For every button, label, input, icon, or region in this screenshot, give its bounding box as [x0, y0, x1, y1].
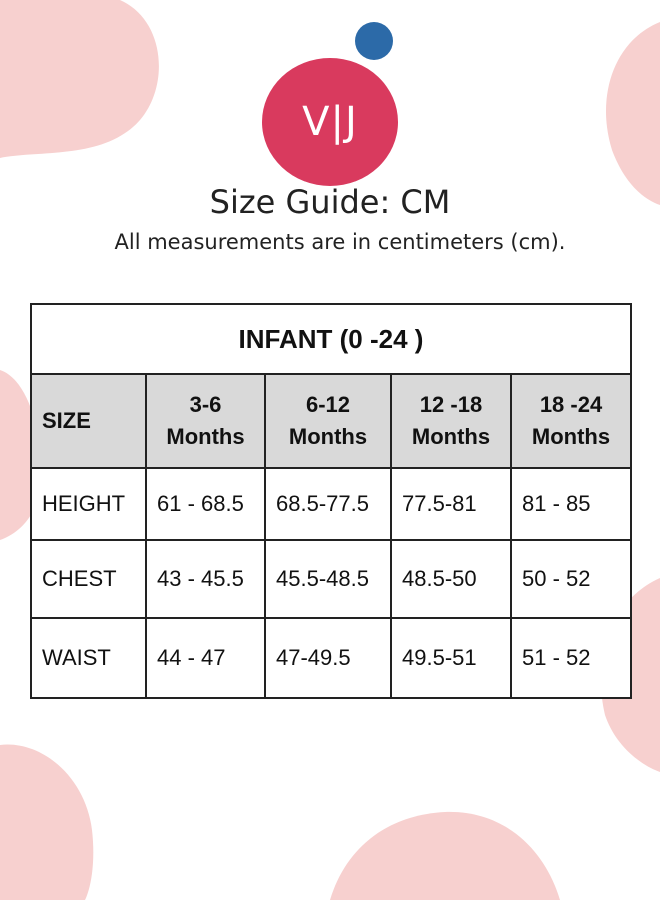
table-cell: 43 - 45.5 — [145, 539, 266, 619]
table-cell: 45.5-48.5 — [264, 539, 392, 619]
header-sublabel: Months — [411, 424, 491, 449]
table-cell: 49.5-51 — [390, 617, 512, 699]
header-label: 3-6 — [189, 392, 222, 417]
table-cell: 47-49.5 — [264, 617, 392, 699]
header-label: 18 -24 — [539, 392, 603, 417]
table-cell: 50 - 52 — [509, 539, 633, 619]
table-header-row: SIZE 3-6 Months 6-12 Months 12 -18 Month… — [30, 373, 633, 469]
logo-dot — [355, 22, 393, 60]
header-label: 12 -18 — [419, 392, 483, 417]
header-label: 6-12 — [305, 392, 351, 417]
logo-circle — [262, 58, 398, 186]
table-cell: 44 - 47 — [145, 617, 266, 699]
page-title: Size Guide: CM — [209, 183, 451, 221]
table-cell: 81 - 85 — [509, 467, 633, 541]
table-cell: 51 - 52 — [509, 617, 633, 699]
page-subtitle: All measurements are in centimeters (cm)… — [114, 230, 566, 254]
header-sublabel: Months — [288, 424, 368, 449]
table-cell: 61 - 68.5 — [145, 467, 266, 541]
table-caption-row: INFANT (0 -24 ) — [29, 303, 633, 375]
header-cell-12-18: 12 -18 Months — [390, 373, 512, 469]
size-chart-table: INFANT (0 -24 ) SIZE 3-6 Months 6-12 Mon… — [29, 303, 633, 699]
table-caption: INFANT (0 -24 ) — [29, 303, 633, 375]
table-cell: 77.5-81 — [390, 467, 512, 541]
header-sublabel: Months — [166, 424, 245, 449]
table-row-chest: CHEST 43 - 45.5 45.5-48.5 48.5-50 50 - 5… — [30, 539, 633, 619]
header-cell-6-12: 6-12 Months — [264, 373, 392, 469]
header-cell-size: SIZE — [30, 373, 147, 469]
row-label: WAIST — [30, 617, 147, 699]
header-sublabel: Months — [531, 424, 611, 449]
table-row-waist: WAIST 44 - 47 47-49.5 49.5-51 51 - 52 — [30, 617, 633, 699]
header-cell-3-6: 3-6 Months — [145, 373, 266, 469]
brand-logo: V|J — [262, 22, 398, 186]
row-label: CHEST — [30, 539, 147, 619]
header-cell-18-24: 18 -24 Months — [509, 373, 633, 469]
header-label: SIZE — [42, 408, 91, 433]
table-row-height: HEIGHT 61 - 68.5 68.5-77.5 77.5-81 81 - … — [30, 467, 633, 541]
row-label: HEIGHT — [30, 467, 147, 541]
table-cell: 68.5-77.5 — [264, 467, 392, 541]
table-cell: 48.5-50 — [390, 539, 512, 619]
logo-text: V|J — [302, 99, 358, 145]
